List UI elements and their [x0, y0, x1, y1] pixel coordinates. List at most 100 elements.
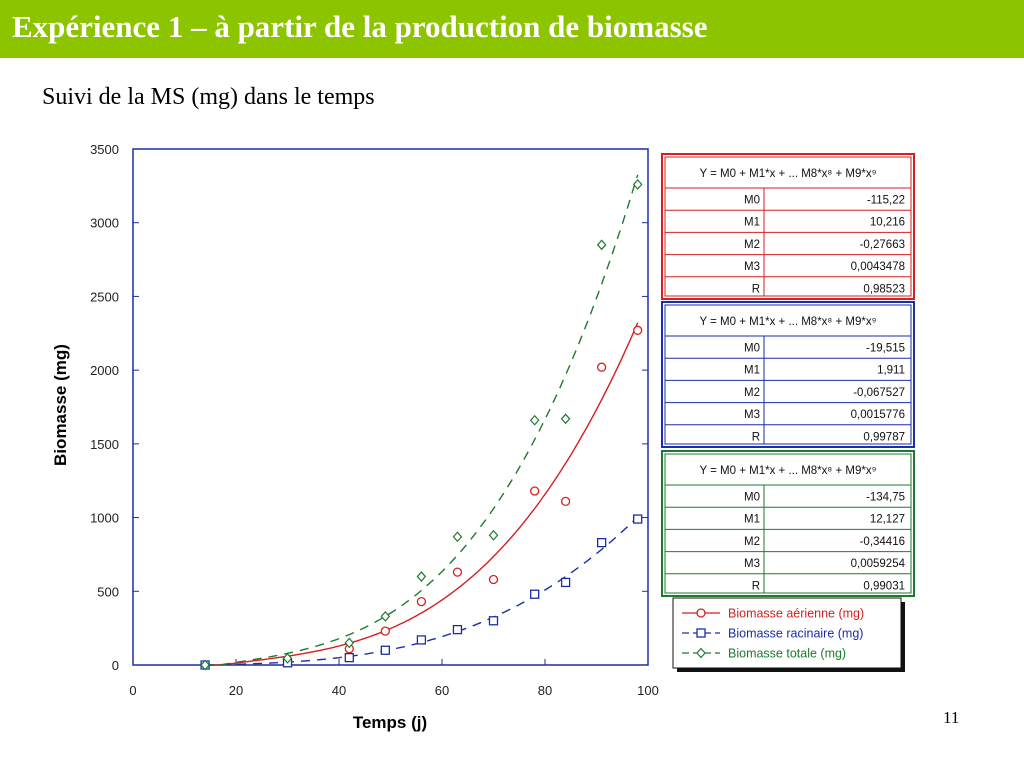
fit-param-label: M2 — [744, 387, 760, 399]
data-markers — [200, 178, 643, 671]
data-point-total — [632, 178, 643, 190]
data-point-aerial — [597, 362, 607, 372]
y-tick-label: 1000 — [90, 511, 119, 526]
x-tick-label: 20 — [229, 683, 243, 698]
fit-table-aerial: Y = M0 + M1*x + ... M8*x⁸ + M9*x⁹ M0 -115,… — [661, 153, 915, 300]
fit-curve-aerial — [205, 322, 639, 666]
fit-param-value: -19,515 — [866, 343, 905, 355]
fit-param-value: -0,067527 — [853, 387, 905, 399]
fit-table-border — [661, 450, 915, 597]
data-point-total — [452, 531, 463, 543]
fit-param-label: M0 — [744, 343, 760, 355]
data-point-aerial — [452, 567, 463, 577]
fit-param-value: -0,27663 — [860, 239, 905, 251]
fit-param-label: M3 — [744, 558, 760, 570]
fit-table-root: Y = M0 + M1*x + ... M8*x⁸ + M9*x⁹ M0 -19,5… — [661, 301, 915, 448]
data-point-root — [530, 589, 540, 599]
fit-param-value: 0,98523 — [863, 283, 905, 295]
legend: Biomasse aérienne (mg) Biomasse racinaire… — [672, 597, 905, 672]
legend-marker-root — [696, 628, 706, 638]
fit-table-border — [661, 153, 915, 300]
fit-param-value: 10,216 — [870, 217, 905, 229]
y-tick-label: 0 — [112, 658, 119, 673]
fit-param-value: -0,34416 — [860, 536, 905, 548]
data-point-total — [380, 610, 391, 622]
data-point-root — [344, 652, 354, 663]
x-tick-label: 80 — [538, 683, 552, 698]
legend-label-aerial: Biomasse aérienne (mg) — [728, 607, 864, 621]
fit-param-value: -115,22 — [867, 195, 905, 207]
fit-curve-total — [205, 174, 639, 666]
title-bar: Expérience 1 – à partir de la production… — [0, 0, 1024, 58]
fit-curve-root — [205, 516, 639, 666]
data-point-total — [529, 414, 540, 426]
fit-param-value: 0,99787 — [863, 431, 905, 443]
fit-param-value: 12,127 — [870, 514, 905, 526]
data-point-aerial — [380, 626, 391, 636]
data-point-total — [560, 413, 571, 425]
data-point-total — [200, 659, 210, 671]
fit-table-inner-border — [664, 453, 912, 594]
fit-table-inner-border — [664, 156, 912, 297]
fit-equation: Y = M0 + M1*x + ... M8*x⁸ + M9*x⁹ — [699, 316, 876, 328]
data-point-total — [416, 571, 427, 582]
fit-param-value: 0,0015776 — [851, 409, 905, 421]
fit-table-border — [661, 301, 915, 448]
fit-param-value: 0,0059254 — [851, 558, 906, 570]
legend-label-total: Biomasse totale (mg) — [728, 647, 846, 661]
fit-param-label: M3 — [744, 409, 760, 421]
data-point-total — [596, 239, 607, 251]
data-point-root — [633, 514, 643, 524]
slide-title: Expérience 1 – à partir de la production… — [12, 9, 708, 44]
fit-param-label: M3 — [744, 261, 760, 273]
y-tick-label: 2500 — [90, 289, 119, 304]
page-number: 11 — [943, 708, 960, 727]
data-point-root — [597, 537, 607, 548]
y-tick-label: 1500 — [90, 437, 119, 452]
fit-param-value: 0,99031 — [863, 580, 905, 592]
fit-equation: Y = M0 + M1*x + ... M8*x⁸ + M9*x⁹ — [699, 465, 876, 477]
fit-param-label: R — [752, 580, 760, 592]
fit-param-label: M1 — [744, 514, 760, 526]
fit-param-label: M1 — [744, 365, 760, 377]
x-tick-label: 60 — [435, 683, 449, 698]
fit-equation: Y = M0 + M1*x + ... M8*x⁸ + M9*x⁹ — [699, 168, 876, 180]
data-point-aerial — [633, 325, 643, 335]
x-tick-label: 40 — [332, 683, 346, 698]
data-point-root — [560, 577, 571, 588]
fit-param-label: R — [752, 431, 760, 443]
fit-tables: Y = M0 + M1*x + ... M8*x⁸ + M9*x⁹ M0 -115,… — [661, 153, 915, 597]
data-point-total — [344, 637, 355, 649]
fit-param-value: 0,0043478 — [851, 261, 905, 273]
data-point-total — [488, 529, 499, 541]
x-tick-label: 100 — [637, 683, 659, 698]
y-tick-label: 500 — [97, 584, 119, 599]
data-point-root — [452, 624, 463, 635]
data-point-aerial — [560, 496, 571, 507]
fit-param-label: M0 — [744, 492, 760, 504]
fit-curves — [205, 174, 639, 666]
y-tick-label: 2000 — [90, 363, 119, 378]
fit-param-label: M1 — [744, 217, 760, 229]
fit-param-value: -134,75 — [866, 492, 905, 504]
data-point-aerial — [488, 574, 499, 585]
legend-label-root: Biomasse racinaire (mg) — [728, 627, 863, 641]
fit-param-label: M2 — [744, 536, 760, 548]
legend-marker-total — [696, 647, 706, 659]
data-point-aerial — [416, 596, 427, 607]
y-tick-label: 3500 — [90, 142, 119, 157]
x-tick-label: 0 — [129, 683, 136, 698]
y-axis-label: Biomasse (mg) — [51, 344, 70, 466]
fit-param-label: R — [752, 283, 760, 295]
y-tick-label: 3000 — [90, 216, 119, 231]
fit-param-label: M2 — [744, 239, 760, 251]
legend-marker-aerial — [696, 608, 706, 618]
slide-subtitle: Suivi de la MS (mg) dans le temps — [42, 84, 375, 110]
fit-param-label: M0 — [744, 195, 760, 207]
plot-area — [132, 148, 649, 666]
data-point-total — [282, 652, 293, 664]
data-point-root — [488, 616, 499, 626]
data-point-aerial — [530, 486, 540, 496]
x-axis-label: Temps (j) — [353, 713, 427, 732]
